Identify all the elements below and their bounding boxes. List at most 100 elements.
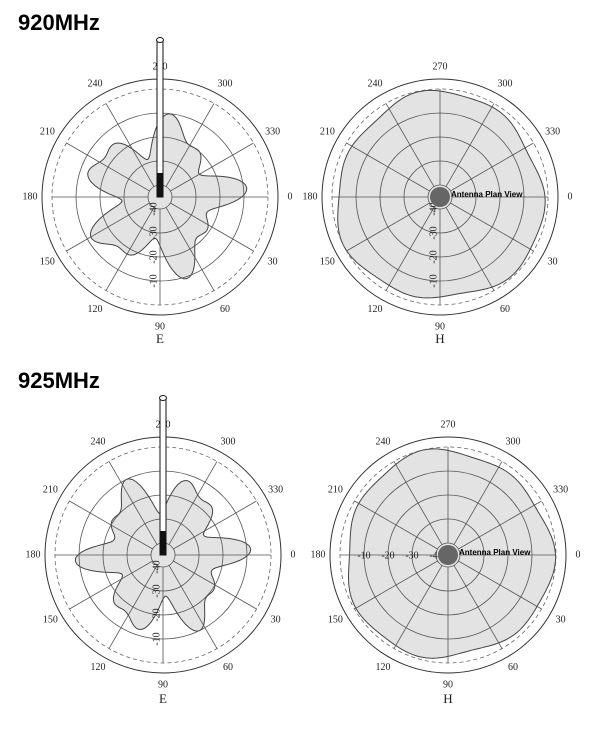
angle-label: 150 <box>320 256 335 267</box>
spoke <box>165 207 215 291</box>
outer-ring <box>329 436 567 674</box>
angle-label: 150 <box>40 256 55 267</box>
polar-plot: 2703003300306090120150180210240-40-30-20… <box>23 37 293 346</box>
angle-label: 330 <box>268 484 283 495</box>
angle-label: 90 <box>435 321 445 332</box>
ring-label: -40 <box>429 550 442 561</box>
spoke <box>450 202 534 252</box>
spoke <box>170 202 254 252</box>
angle-label: 270 <box>433 61 448 72</box>
angle-label: 330 <box>545 126 560 137</box>
ring-label: -20 <box>381 550 394 561</box>
angle-label: 300 <box>221 437 236 448</box>
angle-label: 180 <box>311 549 326 560</box>
angle-label: 300 <box>498 79 513 90</box>
angle-label: 90 <box>155 321 165 332</box>
antenna-dot <box>438 545 458 565</box>
inset-label: Antenna Plan View <box>451 190 523 199</box>
ring-label: -30 <box>148 226 159 239</box>
section-title: 925MHz <box>18 368 100 393</box>
angle-label: 30 <box>268 256 278 267</box>
spoke <box>458 500 542 550</box>
spoke <box>346 202 430 252</box>
polar-plot: 2703003300306090120150180210240-40-30-20… <box>26 395 296 706</box>
spoke <box>165 103 215 187</box>
spoke <box>385 207 435 291</box>
ring-label: -40 <box>148 202 159 215</box>
angle-label: 180 <box>303 191 318 202</box>
angle-label: 240 <box>368 79 383 90</box>
spoke <box>450 142 534 192</box>
angle-label: 120 <box>91 662 106 673</box>
ring-label: -30 <box>151 584 162 597</box>
spoke <box>393 565 443 649</box>
angle-label: 0 <box>288 191 293 202</box>
spoke <box>445 103 495 187</box>
angle-label: 180 <box>26 549 41 560</box>
spoke <box>393 461 443 545</box>
antenna-cap <box>156 37 164 43</box>
spoke <box>66 142 150 192</box>
antenna-base <box>157 173 163 197</box>
ring-label: -20 <box>148 250 159 263</box>
angle-label: 150 <box>43 614 58 625</box>
angle-label: 60 <box>223 662 233 673</box>
spoke <box>108 461 158 545</box>
ring-label: -10 <box>357 550 370 561</box>
antenna-base <box>160 531 166 555</box>
spoke <box>346 142 430 192</box>
antenna-dot <box>430 187 450 207</box>
plot-caption: E <box>159 691 167 706</box>
spoke <box>105 103 155 187</box>
angle-label: 30 <box>271 614 281 625</box>
spoke <box>108 565 158 649</box>
ring-label: -10 <box>428 274 439 287</box>
angle-label: 90 <box>158 679 168 690</box>
angle-label: 330 <box>553 484 568 495</box>
spoke <box>354 500 438 550</box>
angle-label: 300 <box>218 79 233 90</box>
plot-caption: H <box>443 691 452 706</box>
angle-label: 60 <box>220 304 230 315</box>
angle-label: 180 <box>23 191 38 202</box>
antenna-cap <box>159 395 167 401</box>
angle-label: 60 <box>500 304 510 315</box>
angle-label: 210 <box>43 484 58 495</box>
angle-label: 150 <box>328 614 343 625</box>
spoke <box>385 103 435 187</box>
angle-label: 330 <box>265 126 280 137</box>
ring-label: -10 <box>148 274 159 287</box>
radiation-pattern <box>87 113 248 280</box>
angle-label: 0 <box>576 549 581 560</box>
spoke <box>173 560 257 610</box>
ring-label: -20 <box>428 250 439 263</box>
angle-label: 210 <box>40 126 55 137</box>
ring-label: -30 <box>405 550 418 561</box>
spoke <box>354 560 438 610</box>
angle-label: 120 <box>376 662 391 673</box>
ring-label: -40 <box>151 560 162 573</box>
spoke <box>170 142 254 192</box>
spoke <box>105 207 155 291</box>
spoke <box>173 500 257 550</box>
angle-label: 90 <box>443 679 453 690</box>
spoke <box>69 500 153 550</box>
angle-label: 60 <box>508 662 518 673</box>
angle-label: 0 <box>291 549 296 560</box>
angle-label: 30 <box>556 614 566 625</box>
angle-label: 270 <box>441 419 456 430</box>
spoke <box>168 565 218 649</box>
plot-caption: E <box>156 331 164 346</box>
ring-label: -20 <box>151 608 162 621</box>
ring-label: -40 <box>428 202 439 215</box>
inset-label: Antenna Plan View <box>459 548 531 557</box>
section-title: 920MHz <box>18 10 100 35</box>
angle-label: 240 <box>91 437 106 448</box>
spoke <box>458 560 542 610</box>
plot-caption: H <box>435 331 444 346</box>
angle-label: 210 <box>320 126 335 137</box>
spoke <box>69 560 153 610</box>
spoke <box>453 461 503 545</box>
angle-label: 240 <box>88 79 103 90</box>
